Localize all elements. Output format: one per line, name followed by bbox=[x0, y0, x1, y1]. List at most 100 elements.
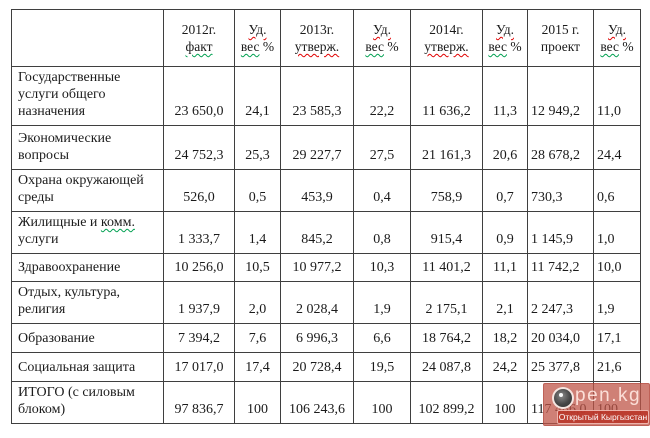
row-label: Жилищные и комм. услуги bbox=[11, 211, 164, 254]
table-cell: 7,6 bbox=[234, 323, 281, 353]
budget-table: 2012г. факт Уд. вес % 2013г. утверж. Уд.… bbox=[11, 9, 641, 424]
table-cell: 21 161,3 bbox=[410, 125, 483, 170]
header-year: 2015 г. bbox=[541, 22, 580, 37]
table-cell: 7 394,2 bbox=[163, 323, 235, 353]
table-cell: 10,3 bbox=[353, 253, 411, 282]
table-cell: 29 227,7 bbox=[280, 125, 354, 170]
table-row: Охрана окружающей среды 526,0 0,5 453,9 … bbox=[11, 169, 641, 212]
table-cell: 100 bbox=[482, 381, 528, 424]
table-cell: 11 636,2 bbox=[410, 66, 483, 126]
table-cell: 1 145,9 bbox=[527, 211, 594, 254]
row-label: Здравоохранение bbox=[11, 253, 164, 282]
table-cell: 18 764,2 bbox=[410, 323, 483, 353]
header-year: 2013г. bbox=[299, 22, 335, 37]
table-cell: 24 752,3 bbox=[163, 125, 235, 170]
table-cell: 845,2 bbox=[280, 211, 354, 254]
table-cell: 10 977,2 bbox=[280, 253, 354, 282]
table-cell: 11 742,2 bbox=[527, 253, 594, 282]
table-cell: 1,0 bbox=[593, 211, 641, 254]
table-cell: 12 949,2 bbox=[527, 66, 594, 126]
table-row: Экономические вопросы 24 752,3 25,3 29 2… bbox=[11, 125, 641, 170]
table-cell: 97 836,7 bbox=[163, 381, 235, 424]
row-label: Охрана окружающей среды bbox=[11, 169, 164, 212]
row-label: ИТОГО (с силовым блоком) bbox=[11, 381, 164, 424]
row-label: Образование bbox=[11, 323, 164, 353]
table-cell: 28 678,2 bbox=[527, 125, 594, 170]
table-cell: 106 243,6 bbox=[280, 381, 354, 424]
table-cell: 17,4 bbox=[234, 352, 281, 382]
table-cell: 20 034,0 bbox=[527, 323, 594, 353]
row-label: Отдых, культура, религия bbox=[11, 281, 164, 324]
header-udves-1: Уд. вес % bbox=[234, 9, 281, 67]
table-cell: 1,9 bbox=[593, 281, 641, 324]
table-cell: 11,1 bbox=[482, 253, 528, 282]
table-cell: 24 087,8 bbox=[410, 352, 483, 382]
row-label: Государственные услуги общего назначения bbox=[11, 66, 164, 126]
table-cell: 0,7 bbox=[482, 169, 528, 212]
table-row: Отдых, культура, религия 1 937,9 2,0 2 0… bbox=[11, 281, 641, 324]
table-cell: 25 377,8 bbox=[527, 352, 594, 382]
table-cell: 1 937,9 bbox=[163, 281, 235, 324]
table-cell: 19,5 bbox=[353, 352, 411, 382]
table-cell: 526,0 bbox=[163, 169, 235, 212]
table-cell: 0,8 bbox=[353, 211, 411, 254]
table-cell: 25,3 bbox=[234, 125, 281, 170]
table-row: Здравоохранение 10 256,0 10,5 10 977,2 1… bbox=[11, 253, 641, 282]
table-cell: 915,4 bbox=[410, 211, 483, 254]
table-cell: 1,4 bbox=[234, 211, 281, 254]
table-cell: 2 028,4 bbox=[280, 281, 354, 324]
row-label: Социальная защита bbox=[11, 352, 164, 382]
openkg-watermark: pen.kg Открытый Кыргызстан bbox=[543, 383, 650, 426]
table-cell: 17 017,0 bbox=[163, 352, 235, 382]
table-cell: 6,6 bbox=[353, 323, 411, 353]
row-label: Экономические вопросы bbox=[11, 125, 164, 170]
table-row: Жилищные и комм. услуги 1 333,7 1,4 845,… bbox=[11, 211, 641, 254]
table-cell: 6 996,3 bbox=[280, 323, 354, 353]
table-cell: 23 585,3 bbox=[280, 66, 354, 126]
table-cell: 24,4 bbox=[593, 125, 641, 170]
table-cell: 0,6 bbox=[593, 169, 641, 212]
header-udves-4: Уд. вес % bbox=[593, 9, 641, 67]
table-cell: 24,2 bbox=[482, 352, 528, 382]
table-cell: 2,0 bbox=[234, 281, 281, 324]
table-cell: 0,9 bbox=[482, 211, 528, 254]
table-cell: 21,6 bbox=[593, 352, 641, 382]
header-fact: факт bbox=[185, 39, 213, 54]
table-cell: 2,1 bbox=[482, 281, 528, 324]
table-cell: 20,6 bbox=[482, 125, 528, 170]
table-cell: 102 899,2 bbox=[410, 381, 483, 424]
table-cell: 23 650,0 bbox=[163, 66, 235, 126]
openkg-lens-icon bbox=[552, 387, 574, 409]
table-cell: 730,3 bbox=[527, 169, 594, 212]
table-header-row: 2012г. факт Уд. вес % 2013г. утверж. Уд.… bbox=[11, 9, 641, 67]
header-udves-2: Уд. вес % bbox=[353, 9, 411, 67]
table-cell: 11 401,2 bbox=[410, 253, 483, 282]
table-cell: 100 bbox=[234, 381, 281, 424]
table-cell: 11,3 bbox=[482, 66, 528, 126]
table-row: Государственные услуги общего назначения… bbox=[11, 66, 641, 126]
table-cell: 453,9 bbox=[280, 169, 354, 212]
header-udves-3: Уд. вес % bbox=[482, 9, 528, 67]
table-cell: 11,0 bbox=[593, 66, 641, 126]
table-row: Социальная защита 17 017,0 17,4 20 728,4… bbox=[11, 352, 641, 382]
table-cell: 0,5 bbox=[234, 169, 281, 212]
table-cell: 2 247,3 bbox=[527, 281, 594, 324]
table-cell: 17,1 bbox=[593, 323, 641, 353]
table-cell: 758,9 bbox=[410, 169, 483, 212]
header-2014-utverzh: 2014г. утверж. bbox=[410, 9, 483, 67]
table-cell: 10,5 bbox=[234, 253, 281, 282]
table-cell: 100 bbox=[353, 381, 411, 424]
watermark-caption: Открытый Кыргызстан bbox=[557, 410, 649, 424]
header-2012-fact: 2012г. факт bbox=[163, 9, 235, 67]
table-cell: 18,2 bbox=[482, 323, 528, 353]
header-2015-proekt: 2015 г. проект bbox=[527, 9, 594, 67]
table-cell: 27,5 bbox=[353, 125, 411, 170]
header-2013-utverzh: 2013г. утверж. bbox=[280, 9, 354, 67]
header-empty-cell bbox=[11, 9, 164, 67]
table-cell: 20 728,4 bbox=[280, 352, 354, 382]
table-cell: 10 256,0 bbox=[163, 253, 235, 282]
table-cell: 24,1 bbox=[234, 66, 281, 126]
watermark-brand: pen.kg bbox=[575, 385, 642, 406]
table-cell: 2 175,1 bbox=[410, 281, 483, 324]
